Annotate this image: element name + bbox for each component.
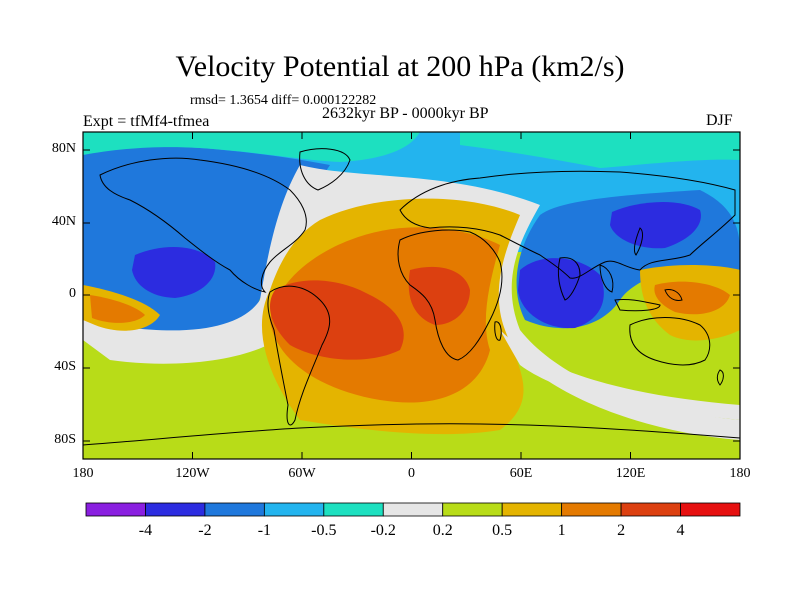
colorbar-box bbox=[85, 502, 146, 517]
colorbar-box bbox=[323, 502, 384, 517]
colorbar-box bbox=[382, 502, 444, 517]
x-label-180e: 180 bbox=[729, 466, 751, 481]
x-label-60e: 60E bbox=[509, 466, 533, 481]
colorbar-box bbox=[145, 502, 206, 517]
colorbar-label: -1 bbox=[257, 522, 272, 539]
coastlines bbox=[83, 148, 740, 446]
colorbar-label: 0.2 bbox=[432, 522, 453, 539]
contour-field bbox=[83, 132, 740, 459]
colorbar-box bbox=[442, 502, 503, 517]
x-label-120w: 120W bbox=[175, 466, 210, 481]
colorbar-label: 4 bbox=[676, 522, 685, 539]
colorbar-label: -0.2 bbox=[370, 522, 396, 539]
colorbar-label: -2 bbox=[198, 522, 212, 539]
period-label: 2632kyr BP - 0000kyr BP bbox=[322, 105, 489, 122]
colorbar-box bbox=[680, 502, 741, 517]
x-label-120e: 120E bbox=[615, 466, 646, 481]
colorbar-label: 1 bbox=[557, 522, 566, 539]
colorbar-label: 0.5 bbox=[492, 522, 513, 539]
stats-text: rmsd= 1.3654 diff= 0.000122282 bbox=[190, 93, 377, 108]
colorbar-label: 2 bbox=[617, 522, 626, 539]
x-label-180w: 180 bbox=[72, 466, 94, 481]
colorbar-box bbox=[204, 502, 265, 517]
x-label-0: 0 bbox=[408, 466, 415, 481]
colorbar-label: -0.5 bbox=[311, 522, 337, 539]
experiment-label: Expt = tfMf4-tfmea bbox=[83, 113, 210, 130]
x-label-60w: 60W bbox=[288, 466, 316, 481]
colorbar bbox=[85, 502, 741, 517]
colorbar-box bbox=[561, 502, 622, 517]
y-ticks bbox=[83, 149, 740, 442]
season-label: DJF bbox=[706, 112, 733, 129]
colorbar-box bbox=[501, 502, 563, 517]
y-label-80n: 80N bbox=[51, 141, 76, 156]
colorbar-box bbox=[263, 502, 325, 517]
colorbar-box bbox=[620, 502, 681, 517]
y-label-0: 0 bbox=[69, 286, 76, 301]
colorbar-label: -4 bbox=[138, 522, 153, 539]
y-label-40s: 40S bbox=[54, 359, 76, 374]
x-ticks bbox=[82, 132, 741, 459]
y-label-40n: 40N bbox=[51, 214, 76, 229]
y-label-80s: 80S bbox=[54, 432, 76, 447]
plot-title: Velocity Potential at 200 hPa (km2/s) bbox=[175, 50, 625, 83]
